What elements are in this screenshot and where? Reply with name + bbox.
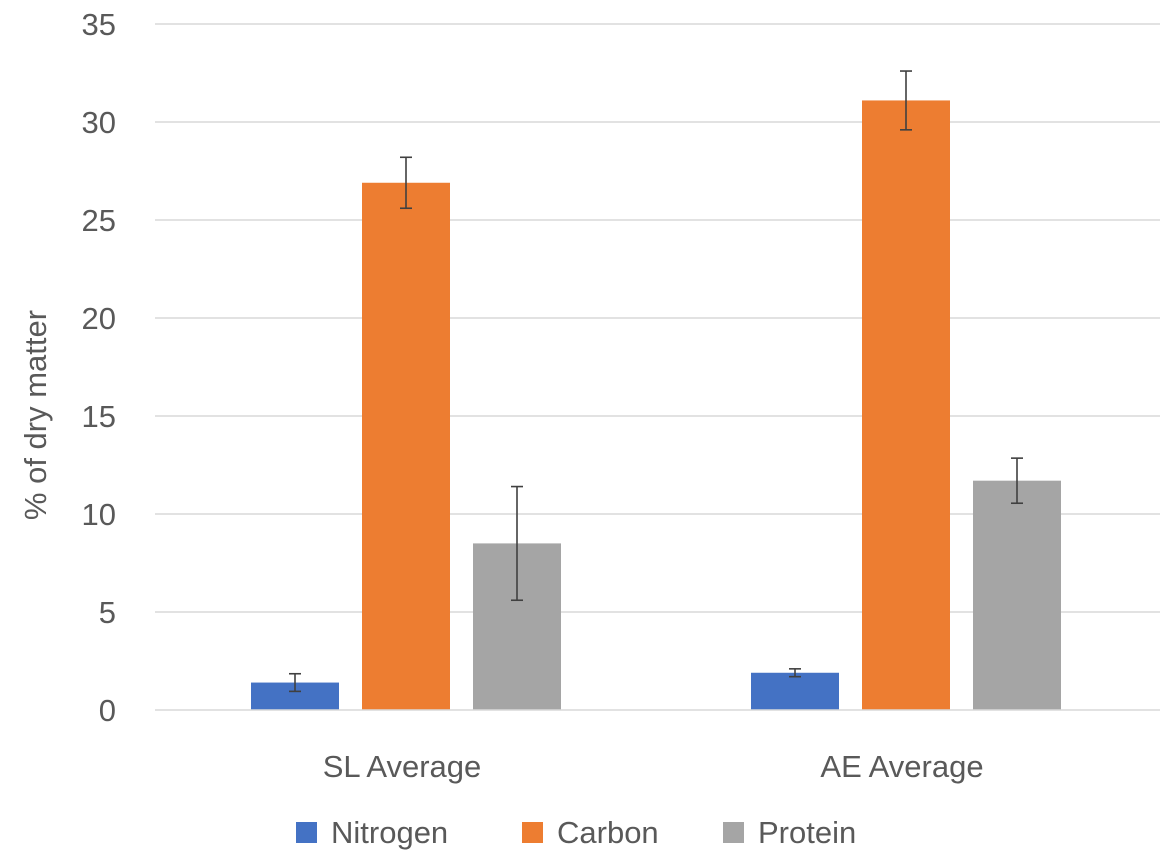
y-tick-label: 15	[82, 399, 116, 434]
y-tick-label: 30	[82, 105, 116, 140]
legend-swatch	[296, 822, 317, 843]
legend-label: Nitrogen	[331, 815, 448, 850]
gridlines	[155, 23, 1160, 613]
y-tick-label: 5	[99, 595, 116, 630]
error-bar-nitrogen-0	[289, 672, 301, 693]
legend-item-nitrogen: Nitrogen	[296, 815, 448, 850]
error-bars	[289, 70, 1023, 693]
legend-label: Protein	[758, 815, 856, 850]
legend-item-carbon: Carbon	[522, 815, 659, 850]
x-category-label: SL Average	[323, 749, 482, 784]
bar-carbon-0	[362, 182, 450, 710]
y-tick-label: 25	[82, 203, 116, 238]
error-bar-protein-1	[1011, 457, 1023, 505]
legend-item-protein: Protein	[723, 815, 856, 850]
y-axis-title: % of dry matter	[18, 310, 53, 520]
error-bar-carbon-0	[400, 156, 412, 210]
legend-swatch	[522, 822, 543, 843]
x-axis-category-labels: SL Average AE Average	[323, 749, 984, 784]
error-bar-nitrogen-1	[789, 668, 801, 678]
legend-label: Carbon	[557, 815, 659, 850]
y-tick-label: 10	[82, 497, 116, 532]
legend: Nitrogen Carbon Protein	[296, 815, 856, 850]
legend-swatch	[723, 822, 744, 843]
bar-protein-1	[973, 480, 1061, 710]
y-tick-label: 35	[82, 7, 116, 42]
error-bar-protein-0	[511, 485, 523, 602]
bars	[251, 100, 1061, 710]
y-tick-label: 20	[82, 301, 116, 336]
x-category-label: AE Average	[820, 749, 983, 784]
y-axis-tick-labels: 0 5 10 15 20 25 30 35	[82, 7, 116, 728]
y-tick-label: 0	[99, 693, 116, 728]
error-bar-carbon-1	[900, 70, 912, 131]
bar-carbon-1	[862, 100, 950, 710]
bar-nitrogen-1	[751, 672, 839, 710]
